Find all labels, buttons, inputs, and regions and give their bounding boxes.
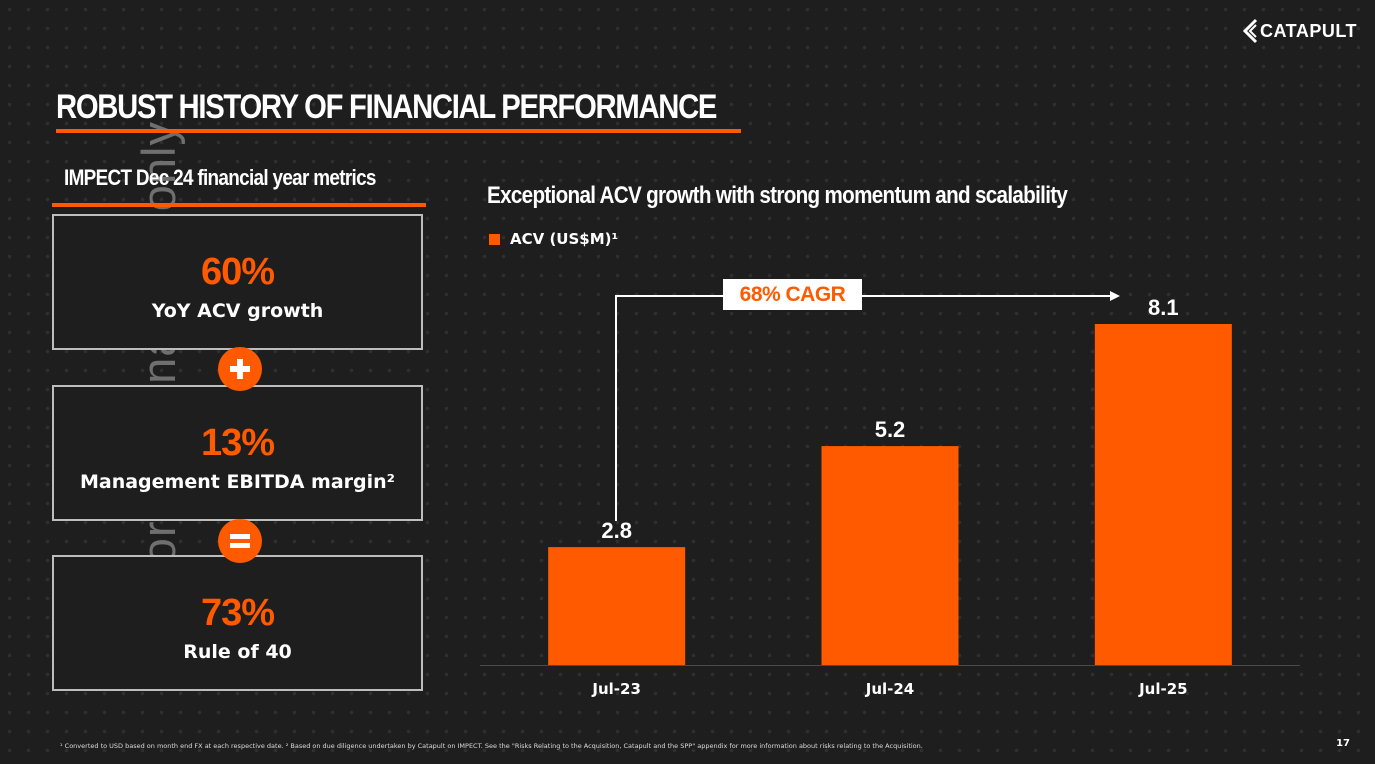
data-label-jul-23: 2.8: [601, 518, 632, 543]
title-underline: [56, 129, 741, 133]
legend-label: ACV (US$M)¹: [510, 230, 619, 248]
plus-icon: [218, 347, 262, 391]
cagr-arrow-head: [1110, 291, 1120, 301]
metric-label: YoY ACV growth: [151, 300, 324, 322]
metric-card-rule-of-40: 73% Rule of 40: [52, 555, 423, 691]
page-title: ROBUST HISTORY OF FINANCIAL PERFORMANCE: [56, 88, 717, 126]
metric-card-acv-growth: 60% YoY ACV growth: [52, 214, 423, 350]
bar-jul-25: [1094, 324, 1232, 665]
x-tick-label-jul-25: Jul-25: [1138, 680, 1188, 698]
brand-logo: CATAPULT: [1242, 18, 1357, 44]
legend-swatch: [489, 233, 500, 245]
metrics-heading: IMPECT Dec 24 financial year metrics: [64, 165, 376, 190]
metric-label: Management EBITDA margin²: [79, 471, 395, 493]
metric-label: Rule of 40: [183, 641, 292, 663]
catapult-logo-icon: [1242, 18, 1258, 44]
chart-legend: ACV (US$M)¹: [489, 230, 618, 248]
page-number: 17: [1336, 738, 1350, 749]
data-label-jul-25: 8.1: [1148, 295, 1179, 320]
chart-title: Exceptional ACV growth with strong momen…: [487, 182, 1068, 209]
brand-name: CATAPULT: [1260, 20, 1357, 41]
x-tick-label-jul-23: Jul-23: [591, 680, 641, 698]
cagr-arrow-line: [615, 295, 1118, 521]
bar-jul-23: [548, 547, 686, 665]
metrics-heading-underline: [52, 203, 426, 207]
cagr-badge: 68% CAGR: [723, 279, 862, 310]
metric-value: 73%: [200, 592, 275, 634]
bar-jul-24: [821, 446, 959, 665]
metric-value: 60%: [200, 251, 275, 293]
data-label-jul-24: 5.2: [875, 417, 906, 442]
x-tick-label-jul-24: Jul-24: [865, 680, 915, 698]
equals-icon: [218, 519, 262, 563]
metric-value: 13%: [200, 422, 275, 464]
footnote: ¹ Converted to USD based on month end FX…: [60, 742, 923, 750]
